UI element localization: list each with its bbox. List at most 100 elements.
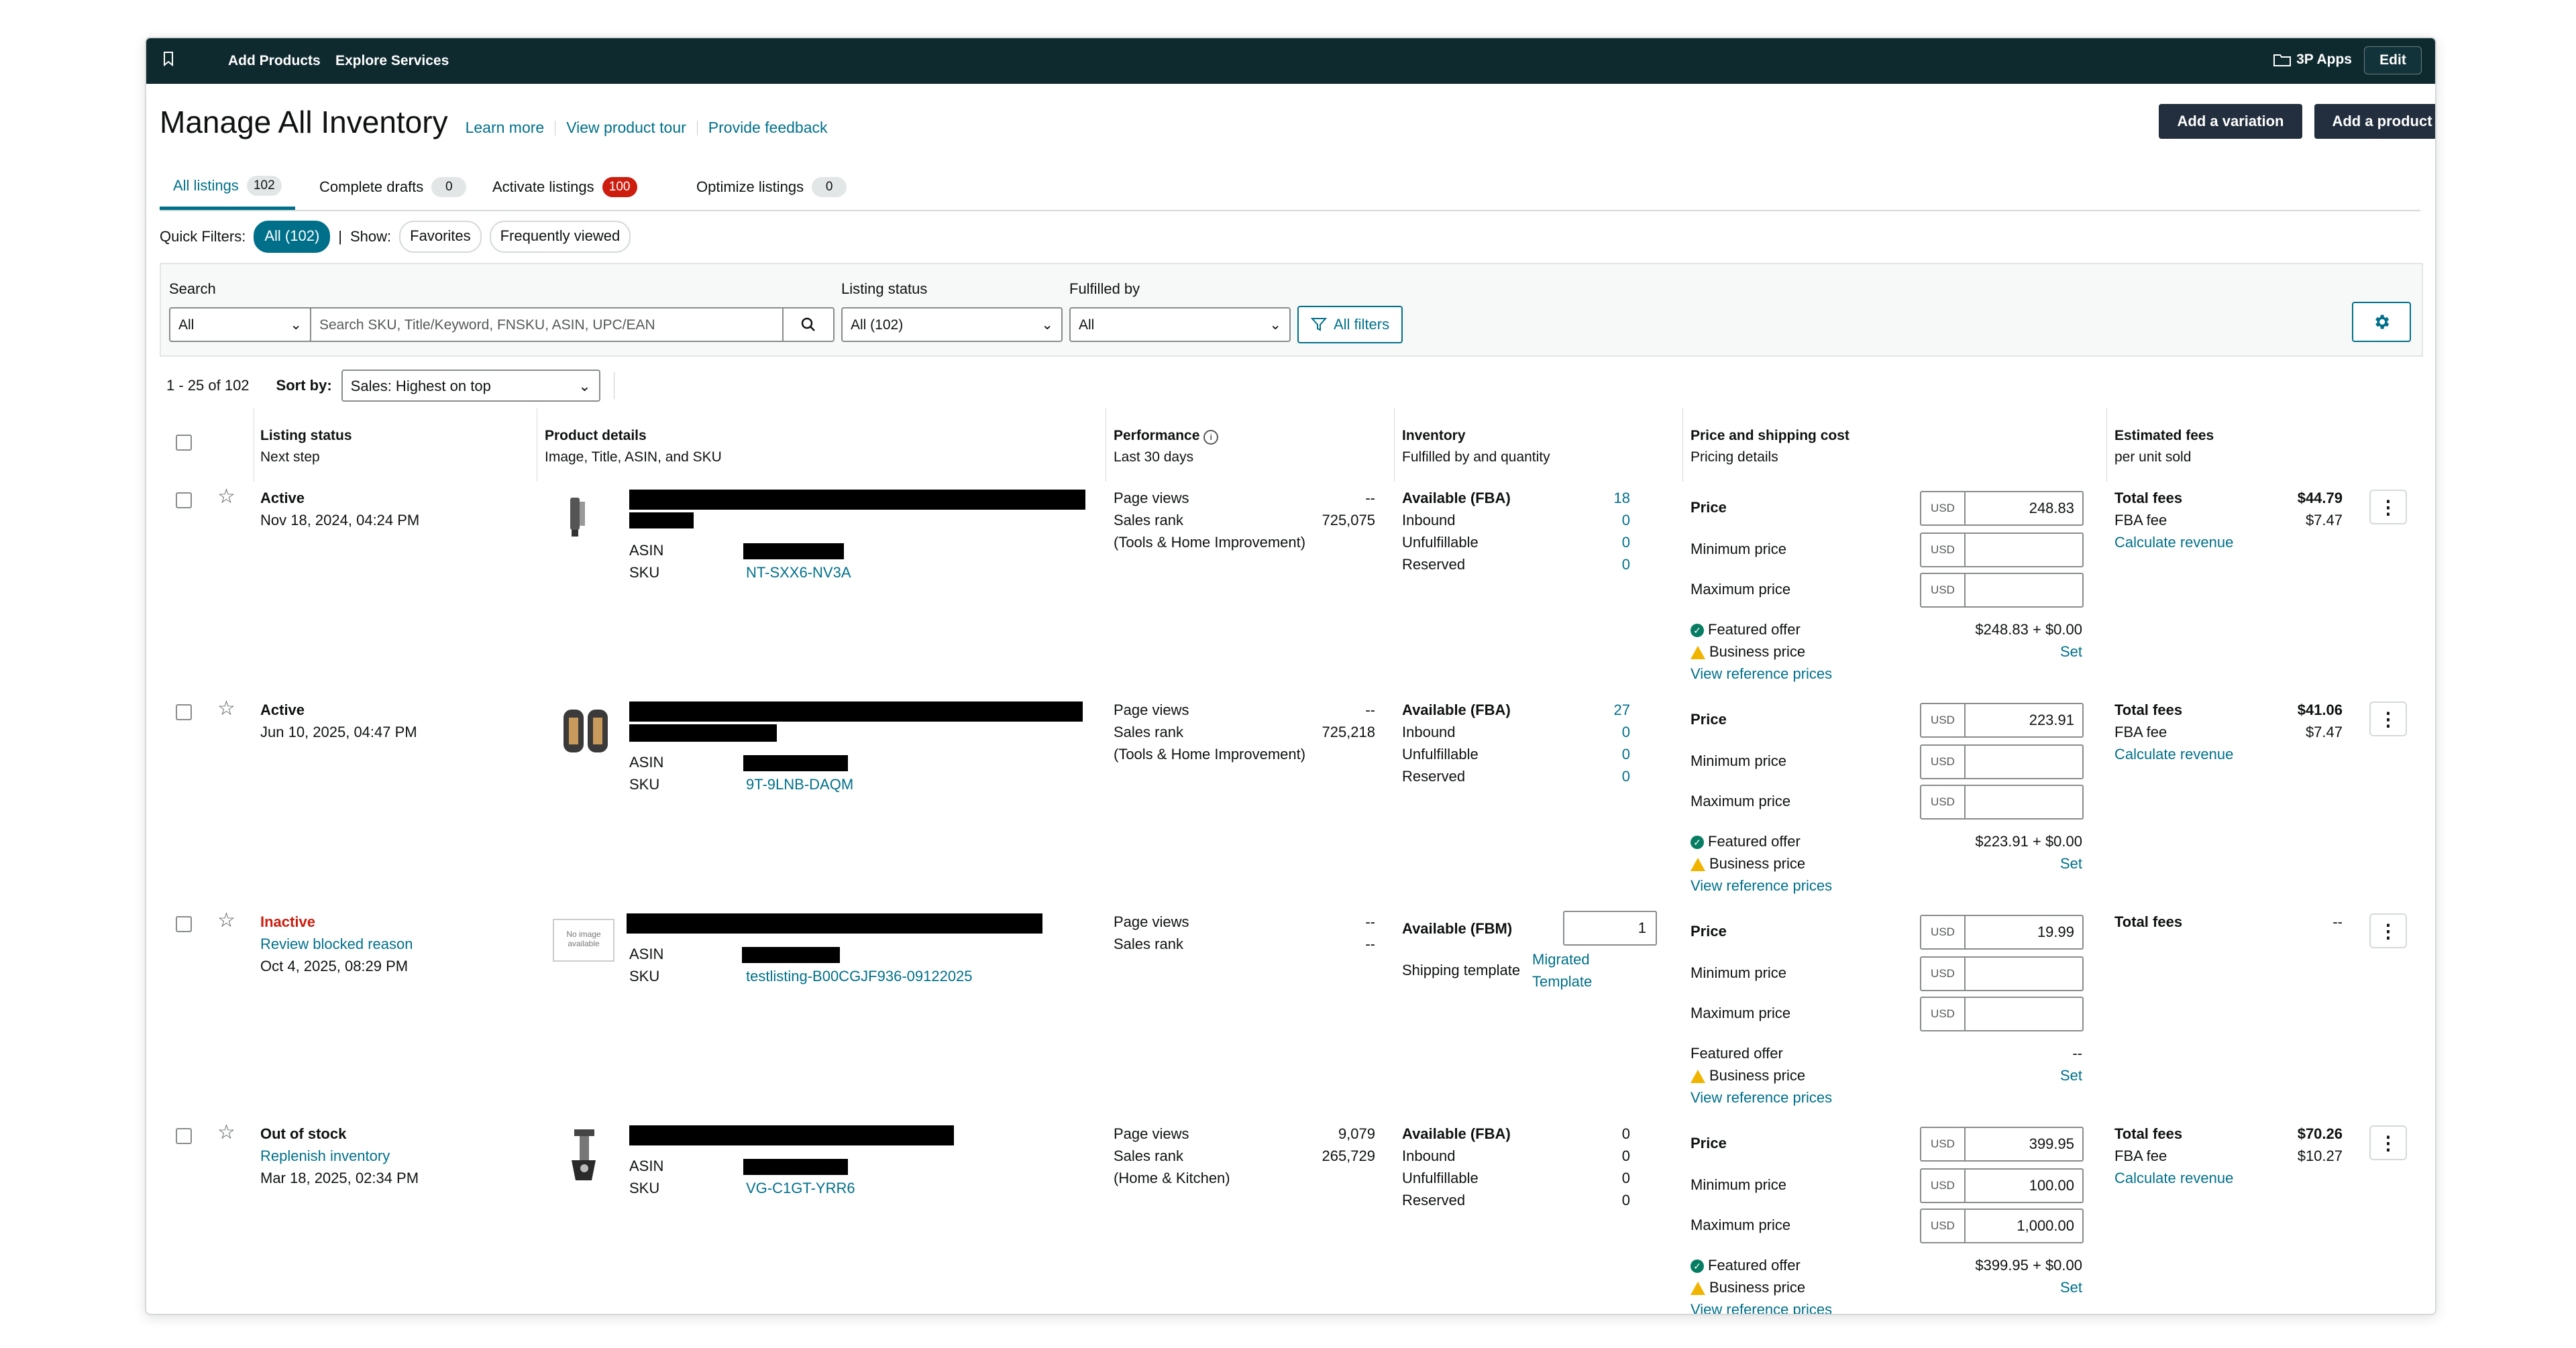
col-price-shipping[interactable]: Price and shipping cost Pricing details [1690,425,1849,468]
fulfilled-by-select[interactable]: All ⌄ [1069,307,1291,342]
search-button[interactable] [782,307,835,342]
currency-label: USD [1921,1128,1966,1160]
star-icon[interactable]: ☆ [217,1121,235,1143]
set-business-price-link[interactable]: Set [2059,643,2082,660]
col-title: Listing status [260,428,352,443]
unfulfillable-qty[interactable]: 0 [1621,746,1630,763]
set-business-price-link[interactable]: Set [2059,1279,2082,1296]
info-icon[interactable]: i [1203,430,1219,445]
col-performance[interactable]: Performance i Last 30 days [1114,425,1219,468]
listing-status-select[interactable]: All (102) ⌄ [841,307,1063,342]
product-tour-link[interactable]: View product tour [566,119,686,136]
listing-date: Oct 4, 2025, 08:29 PM [260,958,409,974]
row-checkbox[interactable] [176,704,192,720]
more-actions-button[interactable]: ⋮ [2369,701,2407,736]
col-inventory[interactable]: Inventory Fulfilled by and quantity [1402,425,1550,468]
fba-fee-value: $7.47 [2305,724,2343,740]
inbound-qty[interactable]: 0 [1621,512,1630,528]
calculate-revenue-link[interactable]: Calculate revenue [2114,746,2234,763]
quick-filter-frequently-viewed[interactable]: Frequently viewed [489,221,631,253]
min-price-input[interactable]: USD [1920,744,2084,779]
page-views-value: 9,079 [1338,1125,1375,1142]
available-qty[interactable]: 27 [1613,701,1630,718]
row-checkbox[interactable] [176,492,192,508]
product-image[interactable] [565,1127,605,1187]
row-checkbox[interactable] [176,1128,192,1144]
tab-activate-listings[interactable]: Activate listings 100 [492,164,637,210]
nav-explore-services[interactable]: Explore Services [335,53,449,68]
reserved-qty[interactable]: 0 [1621,556,1630,573]
add-variation-button[interactable]: Add a variation [2159,104,2302,139]
col-estimated-fees[interactable]: Estimated fees per unit sold [2114,425,2214,468]
sku-link[interactable]: testlisting-B00CGJF936-09122025 [746,968,973,985]
status-badge: Active [260,490,305,506]
price-input[interactable]: USD 248.83 [1920,491,2084,526]
sku-link[interactable]: VG-C1GT-YRR6 [746,1180,855,1196]
available-qty[interactable]: 18 [1613,490,1630,506]
set-business-price-link[interactable]: Set [2059,1067,2082,1084]
col-title: Product details [545,428,647,443]
quantity-input[interactable]: 1 [1563,911,1657,946]
max-price-input[interactable]: USD 1,000.00 [1920,1209,2084,1243]
fba-fee-value: $10.27 [2297,1147,2343,1164]
view-reference-prices-link[interactable]: View reference prices [1690,1089,1833,1106]
search-input[interactable]: Search SKU, Title/Keyword, FNSKU, ASIN, … [310,307,784,342]
sort-select[interactable]: Sales: Highest on top ⌄ [341,370,600,402]
calculate-revenue-link[interactable]: Calculate revenue [2114,1170,2234,1186]
view-reference-prices-link[interactable]: View reference prices [1690,665,1833,682]
sku-link[interactable]: NT-SXX6-NV3A [746,564,851,581]
replenish-inventory-link[interactable]: Replenish inventory [260,1147,390,1164]
settings-button[interactable] [2352,302,2411,342]
min-price-input[interactable]: USD [1920,532,2084,567]
row-checkbox[interactable] [176,916,192,932]
bookmark-icon[interactable] [164,52,173,66]
featured-offer-value: $223.91 + $0.00 [1975,833,2082,850]
inbound-qty[interactable]: 0 [1621,724,1630,740]
product-image[interactable] [559,706,613,756]
third-party-apps-link[interactable]: 3P Apps [2273,52,2352,68]
max-price-input[interactable]: USD [1920,573,2084,608]
star-icon[interactable]: ☆ [217,486,235,508]
set-business-price-link[interactable]: Set [2059,855,2082,872]
tab-all-listings[interactable]: All listings 102 [160,164,295,210]
price-input[interactable]: USD 19.99 [1920,915,2084,950]
reserved-qty[interactable]: 0 [1621,768,1630,785]
star-icon[interactable]: ☆ [217,909,235,932]
max-price-input[interactable]: USD [1920,997,2084,1031]
more-actions-button[interactable]: ⋮ [2369,490,2407,524]
price-input[interactable]: USD 399.95 [1920,1127,2084,1162]
view-reference-prices-link[interactable]: View reference prices [1690,1301,1833,1315]
price-input[interactable]: USD 223.91 [1920,703,2084,738]
nav-add-products[interactable]: Add Products [228,53,321,68]
quick-filter-favorites[interactable]: Favorites [399,221,482,253]
sort-value: Sales: Highest on top [350,378,491,394]
calculate-revenue-link[interactable]: Calculate revenue [2114,534,2234,551]
inbound-qty: 0 [1621,1147,1630,1164]
sku-link[interactable]: 9T-9LNB-DAQM [746,776,854,793]
product-image[interactable] [565,495,592,538]
edit-button[interactable]: Edit [2364,46,2422,74]
view-reference-prices-link[interactable]: View reference prices [1690,877,1833,894]
add-product-button[interactable]: Add a product [2314,104,2435,139]
search-scope-select[interactable]: All ⌄ [169,307,311,342]
col-listing-status[interactable]: Listing status Next step [260,425,352,468]
tab-complete-drafts[interactable]: Complete drafts 0 [319,164,467,210]
max-price-input[interactable]: USD [1920,785,2084,820]
more-actions-button[interactable]: ⋮ [2369,913,2407,948]
unfulfillable-qty[interactable]: 0 [1621,534,1630,551]
no-image-placeholder[interactable]: No image available [553,919,614,962]
min-price-input[interactable]: USD 100.00 [1920,1168,2084,1203]
more-actions-button[interactable]: ⋮ [2369,1125,2407,1160]
quick-filter-all[interactable]: All (102) [254,221,331,253]
tab-optimize-listings[interactable]: Optimize listings 0 [696,164,847,210]
review-blocked-reason-link[interactable]: Review blocked reason [260,936,413,952]
all-filters-button[interactable]: All filters [1297,306,1403,343]
learn-more-link[interactable]: Learn more [465,119,545,136]
feedback-link[interactable]: Provide feedback [708,119,828,136]
select-all-checkbox[interactable] [176,435,192,451]
shipping-template-link[interactable]: Migrated Template [1532,951,1593,990]
folder-icon [2273,54,2292,66]
col-product-details[interactable]: Product details Image, Title, ASIN, and S… [545,425,722,468]
star-icon[interactable]: ☆ [217,697,235,720]
min-price-input[interactable]: USD [1920,956,2084,991]
